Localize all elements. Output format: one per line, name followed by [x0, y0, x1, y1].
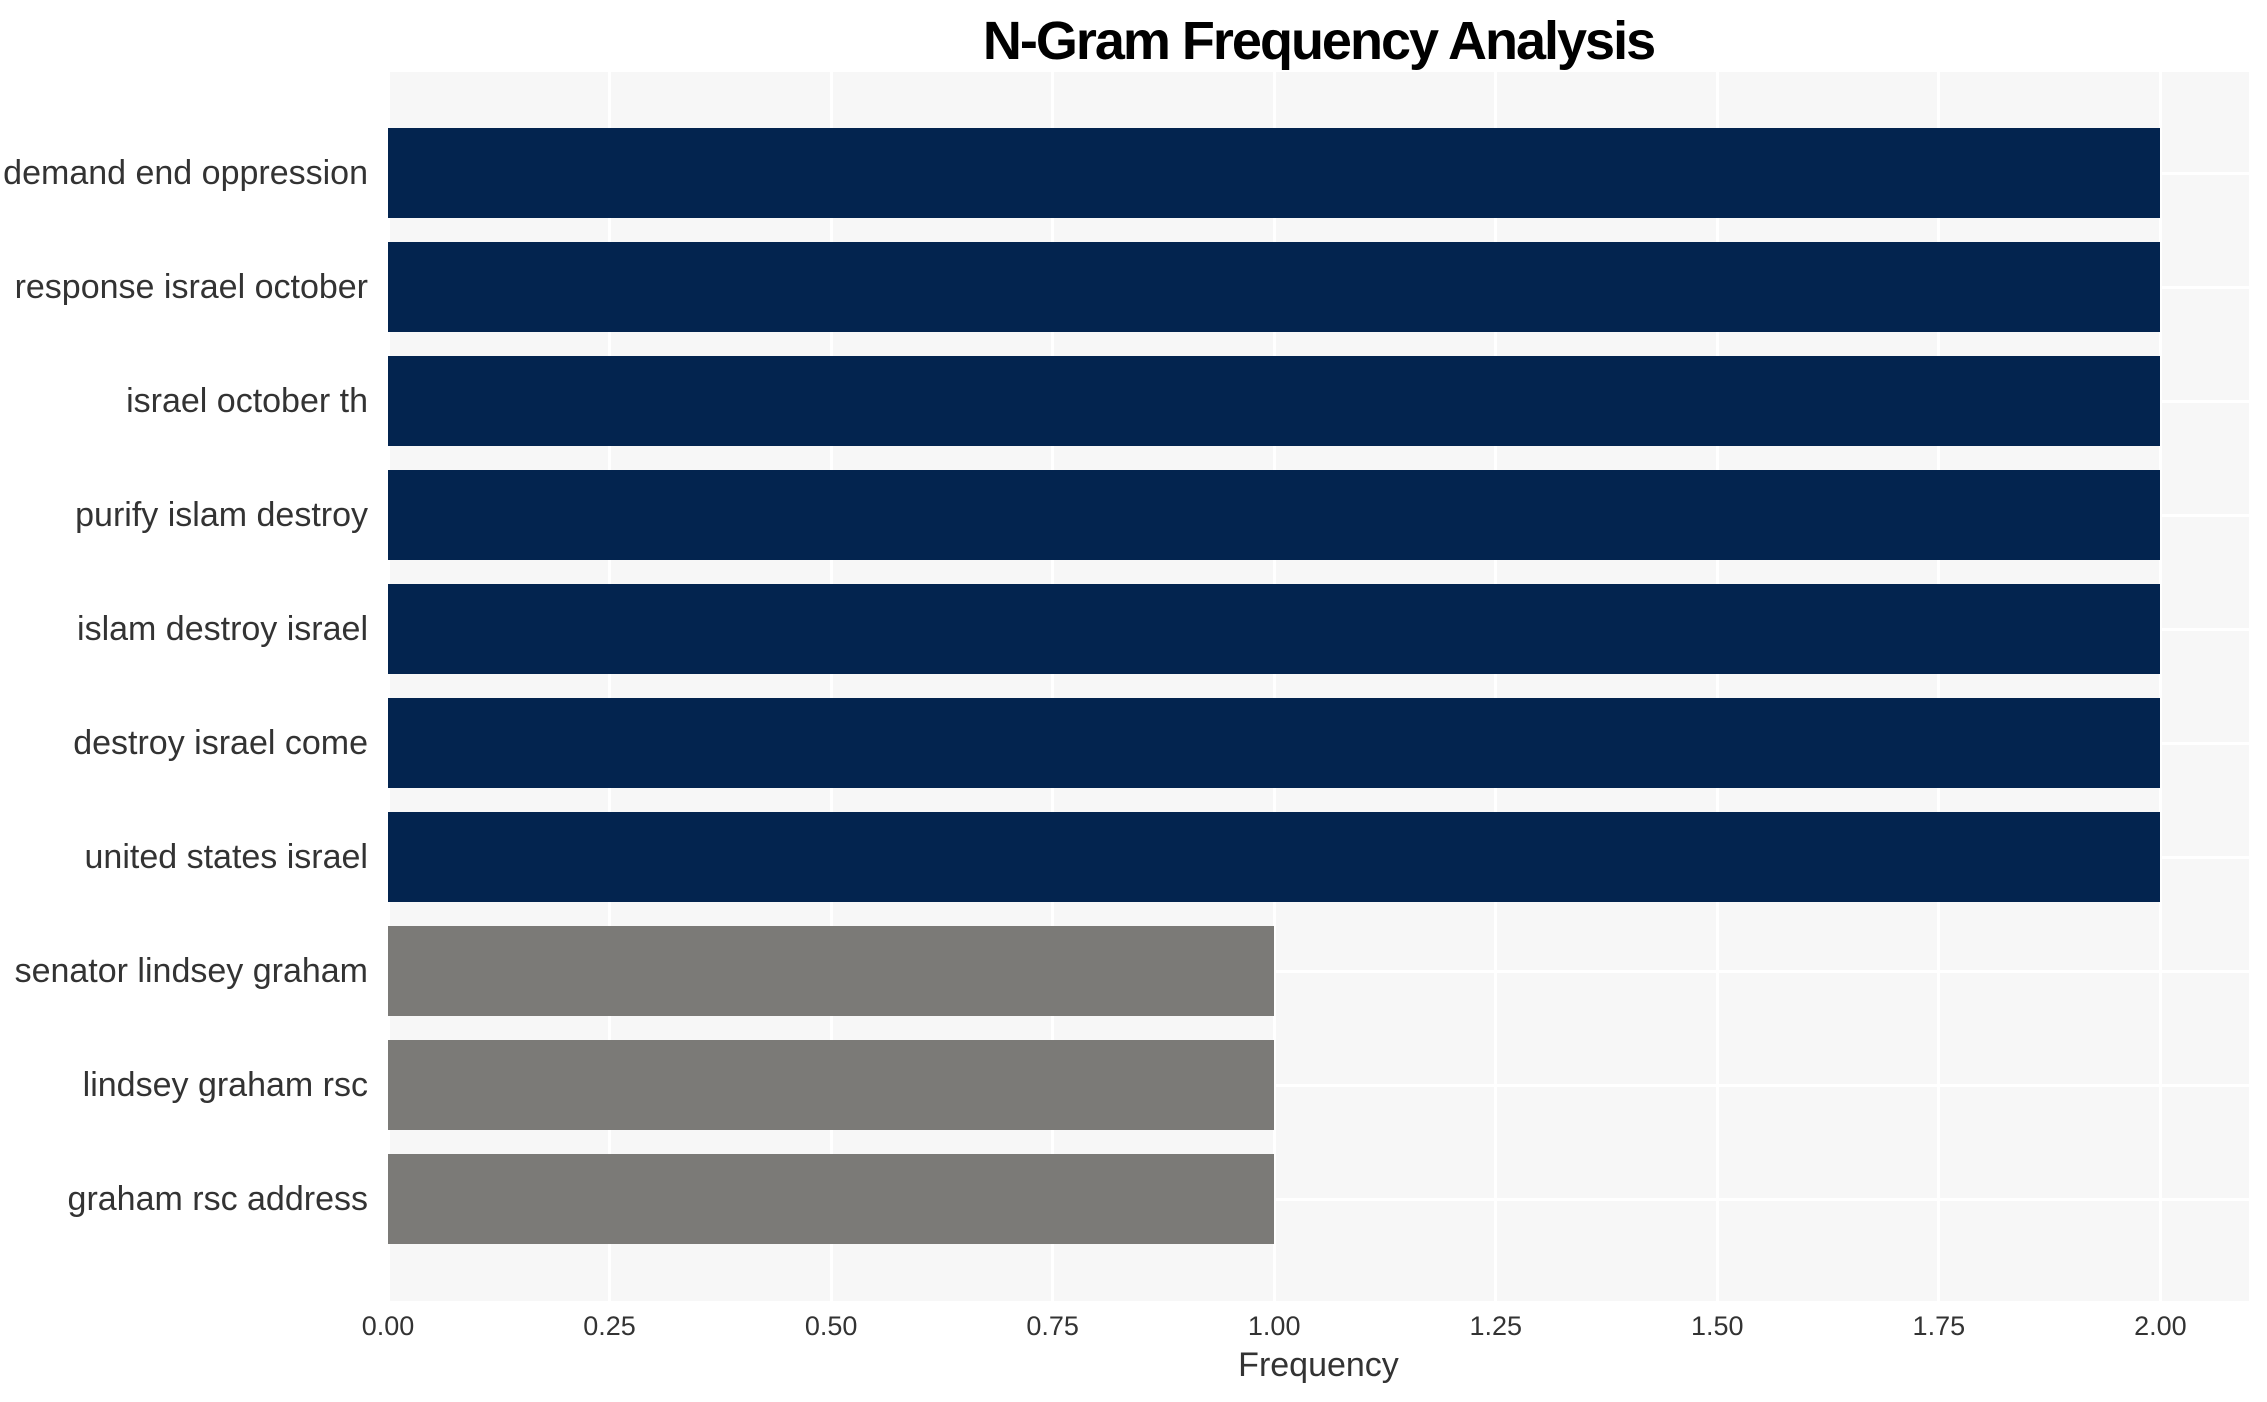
- h-gridline: [388, 1197, 2249, 1201]
- bar: [388, 812, 2161, 902]
- v-gridline: [1494, 72, 1498, 1301]
- bar: [388, 584, 2161, 674]
- x-tick-label: 1.50: [1691, 1311, 1744, 1341]
- y-tick-label: graham rsc address: [67, 1179, 368, 1218]
- y-tick-label: senator lindsey graham: [14, 951, 368, 990]
- x-axis-label: Frequency: [1238, 1346, 1399, 1384]
- y-tick-label: israel october th: [126, 381, 368, 420]
- h-gridline: [388, 969, 2249, 973]
- v-gridline: [1051, 72, 1055, 1301]
- x-tick-label: 2.00: [2134, 1311, 2187, 1341]
- x-tick-label: 1.00: [1247, 1311, 1301, 1341]
- v-gridline: [386, 72, 390, 1301]
- y-tick-label: response israel october: [14, 267, 368, 306]
- y-tick-label: lindsey graham rsc: [82, 1065, 368, 1104]
- y-tick-label: islam destroy israel: [77, 609, 368, 648]
- v-gridline: [1937, 72, 1941, 1301]
- bar: [388, 698, 2161, 788]
- bar: [388, 242, 2161, 332]
- v-gridline: [1272, 72, 1276, 1301]
- x-tick-label: 1.25: [1469, 1311, 1523, 1341]
- bar: [388, 926, 1275, 1016]
- x-tick-label: 0.25: [583, 1311, 636, 1341]
- bar: [388, 356, 2161, 446]
- bar: [388, 1154, 1275, 1244]
- bar: [388, 1040, 1275, 1130]
- y-tick-label: destroy israel come: [73, 723, 368, 762]
- v-gridline: [608, 72, 612, 1301]
- v-gridline: [1715, 72, 1719, 1301]
- v-gridline: [2158, 72, 2162, 1301]
- chart-title: N-Gram Frequency Analysis: [982, 11, 1656, 71]
- h-gridline: [388, 1083, 2249, 1087]
- bar: [388, 128, 2161, 218]
- x-tick-label: 0.00: [361, 1311, 415, 1341]
- x-tick-label: 0.50: [804, 1311, 858, 1341]
- y-tick-label: united states israel: [84, 837, 369, 876]
- x-tick-label: 1.75: [1912, 1311, 1966, 1341]
- v-gridline: [829, 72, 833, 1301]
- y-tick-label: demand end oppression: [3, 153, 368, 192]
- x-tick-label: 0.75: [1026, 1311, 1079, 1341]
- bar: [388, 470, 2161, 560]
- y-tick-label: purify islam destroy: [75, 495, 368, 534]
- plot-area: [386, 72, 2249, 1301]
